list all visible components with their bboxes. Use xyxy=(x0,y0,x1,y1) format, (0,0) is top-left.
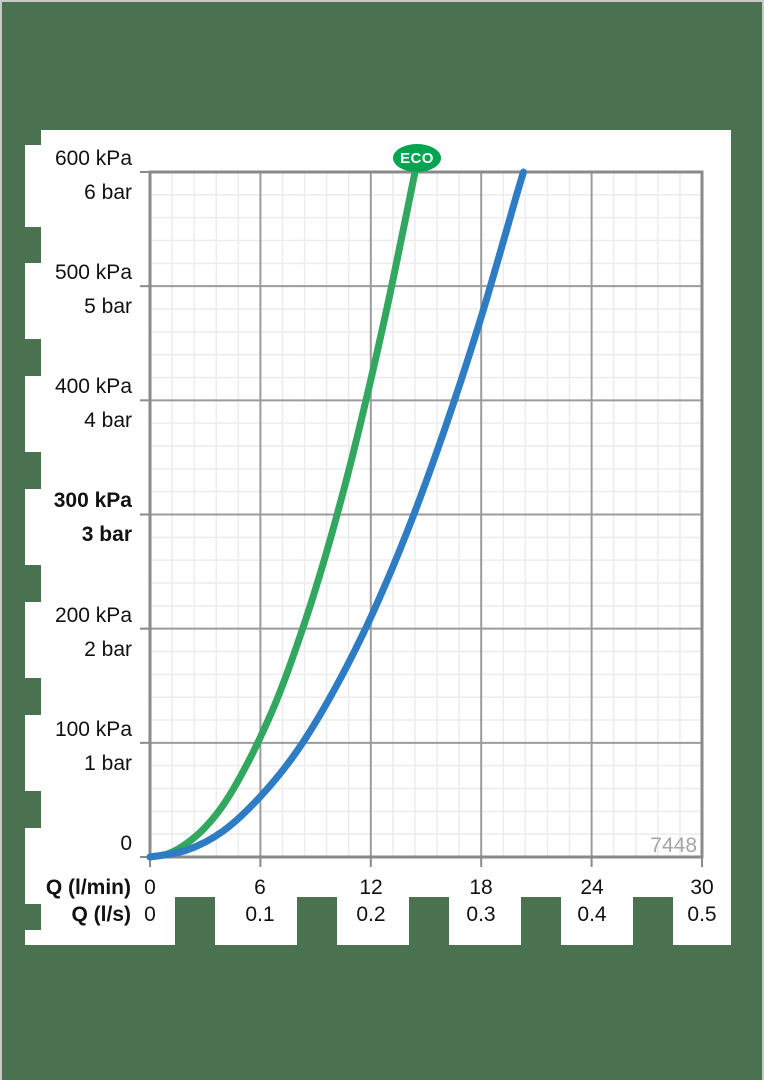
panel-edge-tooth xyxy=(25,828,41,904)
y-axis-label-100kpa: 100 kPa 1 bar xyxy=(54,718,132,775)
x-axis-unit-ls: Q (l/s) xyxy=(71,903,131,926)
panel-edge-tooth xyxy=(25,263,41,339)
eco-badge: ECO xyxy=(393,144,441,172)
x-tick-30: 30 0.5 xyxy=(687,876,717,926)
panel-edge-tooth xyxy=(25,145,41,227)
panel-edge-notch xyxy=(409,897,449,945)
panel-edge-notch xyxy=(521,897,561,945)
y-axis-label-200kpa: 200 kPa 2 bar xyxy=(54,604,132,661)
x-axis-unit-lmin: Q (l/min) xyxy=(45,876,131,899)
y-axis-label-300kpa: 300 kPa 3 bar xyxy=(53,489,132,546)
figure-number: 7448 xyxy=(650,834,697,857)
x-tick-6: 6 0.1 xyxy=(245,876,275,926)
x-tick-18: 18 0.3 xyxy=(466,876,496,926)
eco-badge-label: ECO xyxy=(400,149,434,167)
panel-edge-tooth xyxy=(25,930,41,945)
x-tick-0: 0 0 xyxy=(144,876,156,926)
panel-edge-notch xyxy=(175,897,215,945)
panel-edge-tooth xyxy=(25,715,41,791)
y-axis-label-400kpa: 400 kPa 4 bar xyxy=(54,375,132,432)
x-tick-24: 24 0.4 xyxy=(577,876,607,926)
panel-edge-tooth xyxy=(25,602,41,678)
panel-edge-tooth xyxy=(25,376,41,452)
panel-edge-tooth xyxy=(25,489,41,565)
x-axis-row-labels: Q (l/min) Q (l/s) xyxy=(28,874,131,928)
y-axis-label-0kpa: 0 xyxy=(120,832,132,855)
x-tick-12: 12 0.2 xyxy=(356,876,386,926)
eco-flow-curve xyxy=(146,168,419,861)
y-axis-label-500kpa: 500 kPa 5 bar xyxy=(54,261,132,318)
y-axis-label-600kpa: 600 kPa 6 bar xyxy=(54,147,132,204)
standard-flow-curve xyxy=(146,168,527,861)
panel-edge-notch xyxy=(633,897,673,945)
panel-edge-notch xyxy=(297,897,337,945)
